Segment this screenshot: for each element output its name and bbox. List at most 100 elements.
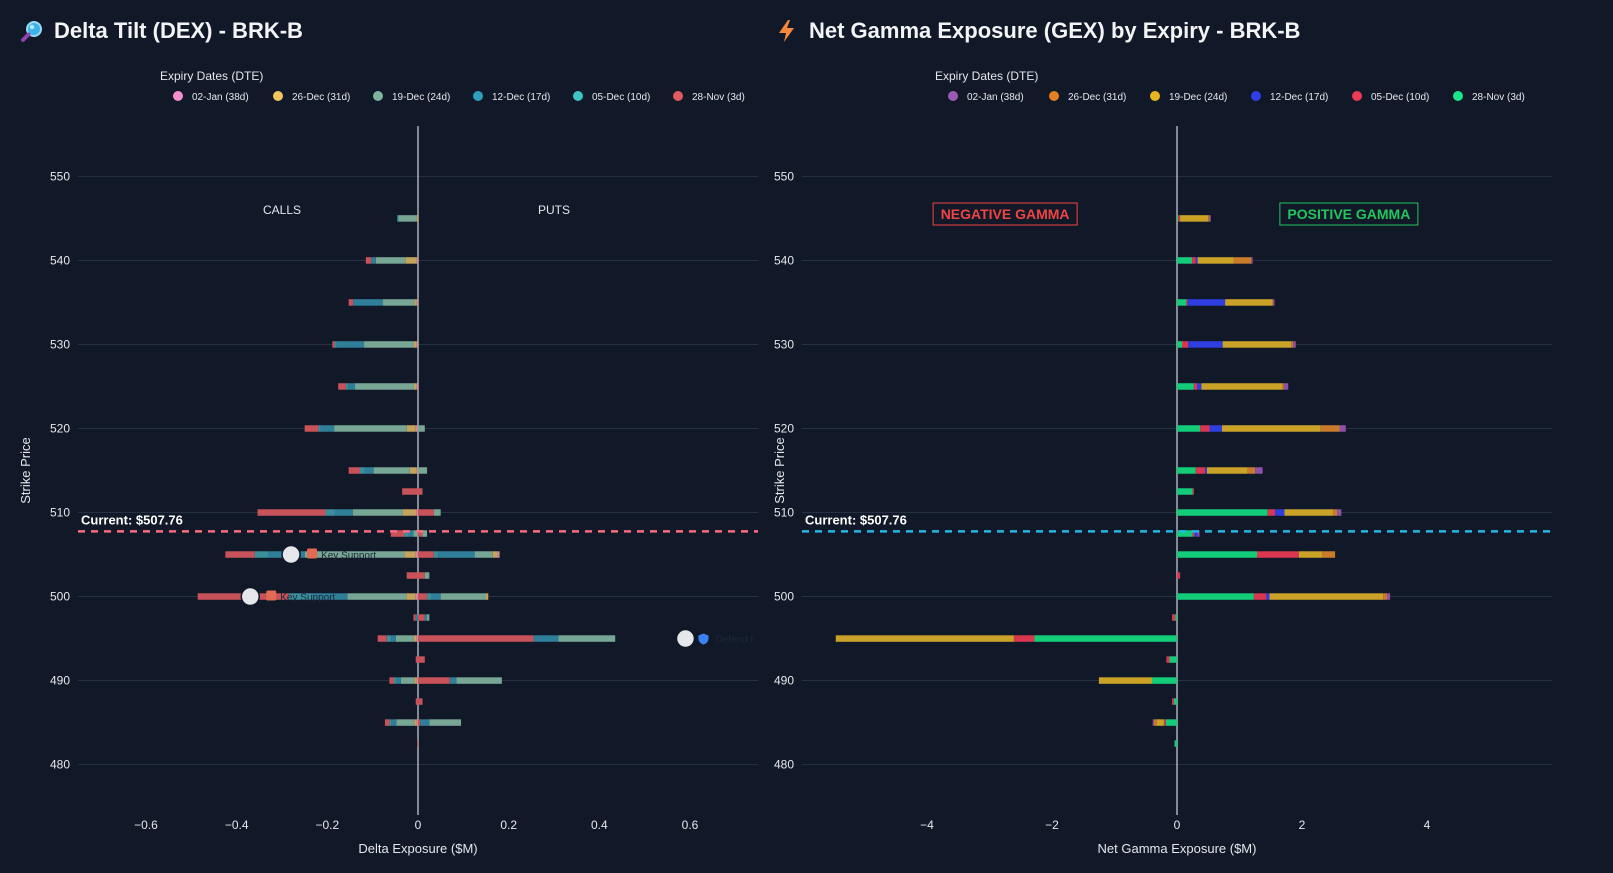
gex-pos-bar-segment-2 [1225, 299, 1272, 306]
gex-neg-bar-segment-0 [1152, 719, 1154, 726]
gex-neg-bar-segment-4 [1166, 656, 1170, 663]
gex-pos-bar-segment-5 [1177, 488, 1193, 495]
gex-pos-bar-segment-3 [1195, 257, 1198, 264]
gex-neg-bar-segment-2 [1098, 677, 1152, 684]
dex-call-bar-segment-1 [413, 635, 417, 642]
dex-call-bar-segment-1 [409, 467, 417, 474]
dex-put-bar-segment-5 [418, 593, 428, 600]
gex-neg-bar-segment-2 [1156, 719, 1164, 726]
dex-call-bar-segment-0 [416, 509, 418, 516]
dex-call-bar-segment-3 [320, 425, 335, 432]
gex-pos-bar-segment-2 [1298, 551, 1323, 558]
dex-call-bar-segment-2 [334, 425, 407, 432]
gex-pos-bar-segment-4 [1267, 509, 1276, 516]
gex-pos-bar-segment-0 [1273, 299, 1275, 306]
gex-neg-bar-segment-4 [1172, 614, 1176, 621]
dex-call-bar-segment-1 [406, 425, 416, 432]
legend-label-4: 05-Dec (10d) [592, 92, 650, 103]
legend-marker-3 [1251, 91, 1261, 101]
legend-marker-3 [473, 91, 483, 101]
dex-call-bar-segment-2 [364, 341, 414, 348]
gex-pos-bar-segment-1 [1320, 425, 1340, 432]
dex-call-bar-segment-5 [304, 425, 319, 432]
gex-pos-bar-segment-5 [1177, 257, 1192, 264]
dex-put-bar-segment-5 [418, 509, 434, 516]
dex-call-bar-segment-3 [348, 383, 355, 390]
legend-title: Expiry Dates (DTE) [160, 69, 263, 83]
dex-call-bar-segment-3 [364, 467, 374, 474]
gex-pos-bar-segment-1 [1333, 509, 1337, 516]
gex-pos-bar-segment-2 [1269, 593, 1384, 600]
annotation-marker-0 [281, 544, 301, 565]
y-tick-label: 550 [774, 169, 794, 183]
gex-pos-bar-segment-1 [1233, 257, 1252, 264]
y-tick-label: 500 [774, 590, 794, 604]
legend-label-1: 26-Dec (31d) [292, 92, 350, 103]
dex-call-bar-segment-5 [417, 740, 418, 747]
dex-call-bar-segment-4 [288, 593, 312, 600]
x-tick-label: 2 [1299, 818, 1306, 832]
dex-call-bar-segment-3 [371, 257, 376, 264]
dex-call-bar-segment-2 [398, 215, 417, 222]
negative-gamma-box [932, 202, 1078, 226]
gex-pos-bar-segment-1 [1272, 299, 1274, 306]
dex-put-bar-segment-3 [533, 635, 559, 642]
dex-call-bar-segment-4 [345, 383, 349, 390]
gex-pos-bar-segment-5 [1177, 383, 1194, 390]
legend-marker-1 [1049, 91, 1059, 101]
dex-call-bar-segment-5 [225, 551, 255, 558]
gex-pos-bar-segment-1 [1383, 593, 1387, 600]
dex-call-bar-segment-2 [395, 635, 414, 642]
dex-call-bar-segment-0 [415, 593, 418, 600]
dex-put-bar-segment-5 [418, 698, 423, 705]
annotation-marker-2 [675, 628, 696, 649]
dex-call-bar-segment-2 [382, 299, 415, 306]
dex-call-bar-segment-0 [416, 257, 418, 264]
gex-panel-title: Net Gamma Exposure (GEX) by Expiry - BRK… [775, 18, 1300, 44]
gex-neg-bar-segment-5 [1169, 656, 1177, 663]
dex-put-bar-segment-3 [431, 593, 441, 600]
gex-pos-bar-segment-4 [1186, 299, 1188, 306]
x-axis-label: Net Gamma Exposure ($M) [1098, 841, 1257, 856]
gex-pos-bar-segment-3 [1209, 425, 1222, 432]
gex-neg-bar-segment-1 [1153, 719, 1157, 726]
gex-pos-bar-segment-4 [1253, 593, 1267, 600]
dex-call-bar-segment-4 [359, 467, 365, 474]
gex-neg-bar-segment-5 [1034, 635, 1177, 642]
gex-pos-bar-segment-3 [1275, 509, 1285, 516]
gex-chart: Expiry Dates (DTE) 02-Jan (38d) 26-Dec (31… [772, 69, 1552, 856]
y-tick-label: 550 [50, 169, 70, 183]
dex-call-bar-segment-0 [416, 677, 418, 684]
dex-call-bar-segment-5 [415, 656, 418, 663]
legend-marker-0 [173, 91, 183, 101]
gex-neg-bar-segment-4 [1163, 719, 1166, 726]
legend-label-3: 12-Dec (17d) [492, 92, 550, 103]
legend-marker-1 [273, 91, 283, 101]
y-tick-label: 540 [774, 253, 794, 267]
gex-neg-bar-segment-2 [835, 635, 1014, 642]
y-axis-label: Strike Price [18, 437, 33, 503]
gex-pos-bar-segment-5 [1177, 509, 1268, 516]
gex-pos-bar-segment-0 [1251, 257, 1253, 264]
gex-pos-bar-segment-4 [1200, 425, 1210, 432]
dex-call-bar-segment-1 [414, 677, 417, 684]
legend-title: Expiry Dates (DTE) [935, 69, 1038, 83]
gex-pos-bar-segment-5 [1177, 467, 1196, 474]
dex-call-bar-segment-3 [334, 509, 353, 516]
dex-call-bar-segment-5 [390, 530, 405, 537]
legend-marker-0 [948, 91, 958, 101]
y-tick-label: 490 [774, 674, 794, 688]
dex-call-bar-segment-3 [391, 635, 396, 642]
x-tick-label: 4 [1424, 818, 1431, 832]
dex-put-bar-segment-2 [440, 593, 486, 600]
legend-label-0: 02-Jan (38d) [967, 92, 1024, 103]
y-tick-label: 490 [50, 674, 70, 688]
gex-pos-bar-segment-5 [1177, 530, 1193, 537]
gex-pos-bar-segment-5 [1177, 425, 1201, 432]
y-tick-label: 540 [50, 253, 70, 267]
gex-pos-bar-segment-3 [1187, 299, 1226, 306]
dex-put-bar-segment-1 [492, 551, 498, 558]
dex-call-bar-segment-1 [402, 509, 417, 516]
dex-put-bar-segment-5 [418, 551, 434, 558]
x-tick-label: 0.6 [682, 818, 699, 832]
